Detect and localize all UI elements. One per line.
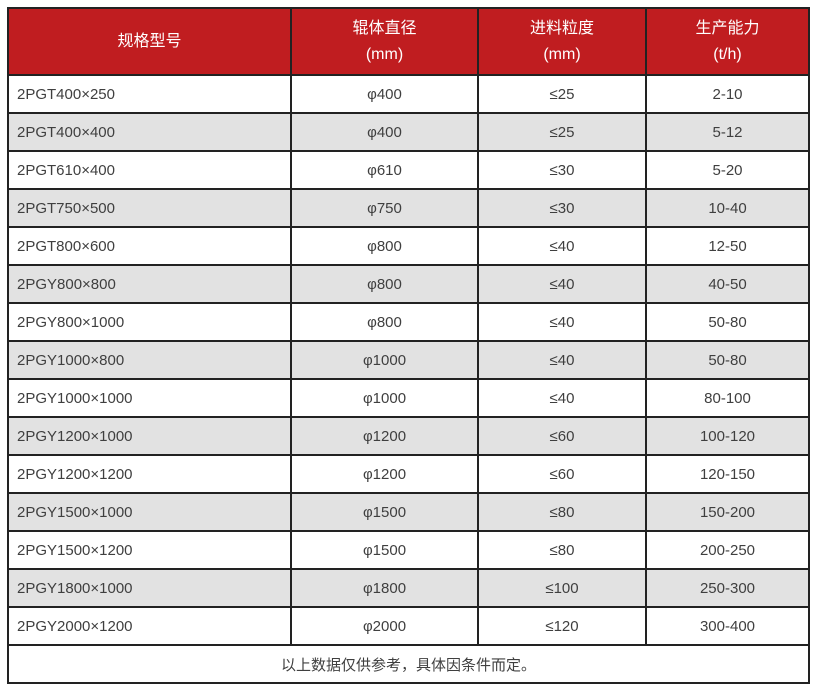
feed-size-cell: ≤40: [477, 378, 647, 418]
table-row: 2PGT400×250 φ400 ≤25 2-10: [7, 74, 810, 114]
feed-size-cell: ≤60: [477, 416, 647, 456]
table-row: 2PGY1500×1000 φ1500 ≤80 150-200: [7, 492, 810, 532]
capacity-cell: 200-250: [645, 530, 810, 570]
roller-diameter-cell: φ1500: [290, 530, 479, 570]
model-cell: 2PGT750×500: [7, 188, 292, 228]
roller-diameter-cell: φ800: [290, 302, 479, 342]
header-roller-diameter-unit: (mm): [365, 45, 404, 63]
footer-row: 以上数据仅供参考，具体因条件而定。: [7, 644, 810, 684]
roller-diameter-cell: φ1000: [290, 378, 479, 418]
table-row: 2PGY2000×1200 φ2000 ≤120 300-400: [7, 606, 810, 646]
table-row: 2PGY1200×1200 φ1200 ≤60 120-150: [7, 454, 810, 494]
roller-diameter-cell: φ750: [290, 188, 479, 228]
feed-size-cell: ≤40: [477, 264, 647, 304]
table-row: 2PGT400×400 φ400 ≤25 5-12: [7, 112, 810, 152]
roller-diameter-cell: φ2000: [290, 606, 479, 646]
capacity-cell: 300-400: [645, 606, 810, 646]
roller-diameter-cell: φ1200: [290, 416, 479, 456]
roller-diameter-cell: φ1500: [290, 492, 479, 532]
model-cell: 2PGY1200×1200: [7, 454, 292, 494]
model-cell: 2PGY1000×1000: [7, 378, 292, 418]
model-cell: 2PGT400×250: [7, 74, 292, 114]
header-model-label: 规格型号: [117, 32, 182, 50]
feed-size-cell: ≤40: [477, 340, 647, 380]
header-capacity-unit: (t/h): [713, 45, 742, 63]
model-cell: 2PGT400×400: [7, 112, 292, 152]
feed-size-cell: ≤30: [477, 150, 647, 190]
capacity-cell: 150-200: [645, 492, 810, 532]
table-row: 2PGY1800×1000 φ1800 ≤100 250-300: [7, 568, 810, 608]
spec-table: 规格型号 辊体直径 (mm) 进料粒度 (mm) 生产能力 (t/h) 2PGT…: [7, 7, 810, 684]
table-row: 2PGT750×500 φ750 ≤30 10-40: [7, 188, 810, 228]
capacity-cell: 40-50: [645, 264, 810, 304]
spec-table-body: 2PGT400×250 φ400 ≤25 2-10 2PGT400×400 φ4…: [7, 74, 810, 646]
model-cell: 2PGY2000×1200: [7, 606, 292, 646]
capacity-cell: 2-10: [645, 74, 810, 114]
roller-diameter-cell: φ1000: [290, 340, 479, 380]
header-roller-diameter: 辊体直径 (mm): [290, 7, 479, 76]
table-row: 2PGY1200×1000 φ1200 ≤60 100-120: [7, 416, 810, 456]
model-cell: 2PGY1200×1000: [7, 416, 292, 456]
feed-size-cell: ≤40: [477, 226, 647, 266]
header-capacity-label: 生产能力: [695, 19, 760, 37]
feed-size-cell: ≤25: [477, 74, 647, 114]
capacity-cell: 5-12: [645, 112, 810, 152]
footer-note: 以上数据仅供参考，具体因条件而定。: [7, 644, 810, 684]
feed-size-cell: ≤25: [477, 112, 647, 152]
capacity-cell: 50-80: [645, 340, 810, 380]
roller-diameter-cell: φ800: [290, 226, 479, 266]
roller-diameter-cell: φ400: [290, 74, 479, 114]
table-row: 2PGY800×1000 φ800 ≤40 50-80: [7, 302, 810, 342]
capacity-cell: 50-80: [645, 302, 810, 342]
feed-size-cell: ≤120: [477, 606, 647, 646]
model-cell: 2PGT800×600: [7, 226, 292, 266]
header-feed-size: 进料粒度 (mm): [477, 7, 647, 76]
roller-diameter-cell: φ1800: [290, 568, 479, 608]
table-row: 2PGT800×600 φ800 ≤40 12-50: [7, 226, 810, 266]
model-cell: 2PGY1500×1000: [7, 492, 292, 532]
spec-table-footer: 以上数据仅供参考，具体因条件而定。: [7, 644, 810, 684]
feed-size-cell: ≤30: [477, 188, 647, 228]
model-cell: 2PGY1500×1200: [7, 530, 292, 570]
capacity-cell: 12-50: [645, 226, 810, 266]
table-row: 2PGY800×800 φ800 ≤40 40-50: [7, 264, 810, 304]
header-feed-size-label: 进料粒度: [529, 19, 594, 37]
model-cell: 2PGY1800×1000: [7, 568, 292, 608]
model-cell: 2PGT610×400: [7, 150, 292, 190]
table-row: 2PGY1000×1000 φ1000 ≤40 80-100: [7, 378, 810, 418]
feed-size-cell: ≤100: [477, 568, 647, 608]
header-capacity: 生产能力 (t/h): [645, 7, 810, 76]
header-feed-size-unit: (mm): [543, 45, 581, 63]
spec-table-header: 规格型号 辊体直径 (mm) 进料粒度 (mm) 生产能力 (t/h): [7, 7, 810, 76]
header-row: 规格型号 辊体直径 (mm) 进料粒度 (mm) 生产能力 (t/h): [7, 7, 810, 76]
table-row: 2PGY1500×1200 φ1500 ≤80 200-250: [7, 530, 810, 570]
model-cell: 2PGY1000×800: [7, 340, 292, 380]
capacity-cell: 80-100: [645, 378, 810, 418]
feed-size-cell: ≤40: [477, 302, 647, 342]
roller-diameter-cell: φ610: [290, 150, 479, 190]
capacity-cell: 10-40: [645, 188, 810, 228]
feed-size-cell: ≤60: [477, 454, 647, 494]
capacity-cell: 250-300: [645, 568, 810, 608]
model-cell: 2PGY800×800: [7, 264, 292, 304]
capacity-cell: 100-120: [645, 416, 810, 456]
header-roller-diameter-label: 辊体直径: [352, 19, 417, 37]
roller-diameter-cell: φ1200: [290, 454, 479, 494]
table-row: 2PGY1000×800 φ1000 ≤40 50-80: [7, 340, 810, 380]
roller-diameter-cell: φ400: [290, 112, 479, 152]
capacity-cell: 120-150: [645, 454, 810, 494]
model-cell: 2PGY800×1000: [7, 302, 292, 342]
feed-size-cell: ≤80: [477, 530, 647, 570]
capacity-cell: 5-20: [645, 150, 810, 190]
feed-size-cell: ≤80: [477, 492, 647, 532]
roller-diameter-cell: φ800: [290, 264, 479, 304]
table-row: 2PGT610×400 φ610 ≤30 5-20: [7, 150, 810, 190]
header-model: 规格型号: [7, 7, 292, 76]
